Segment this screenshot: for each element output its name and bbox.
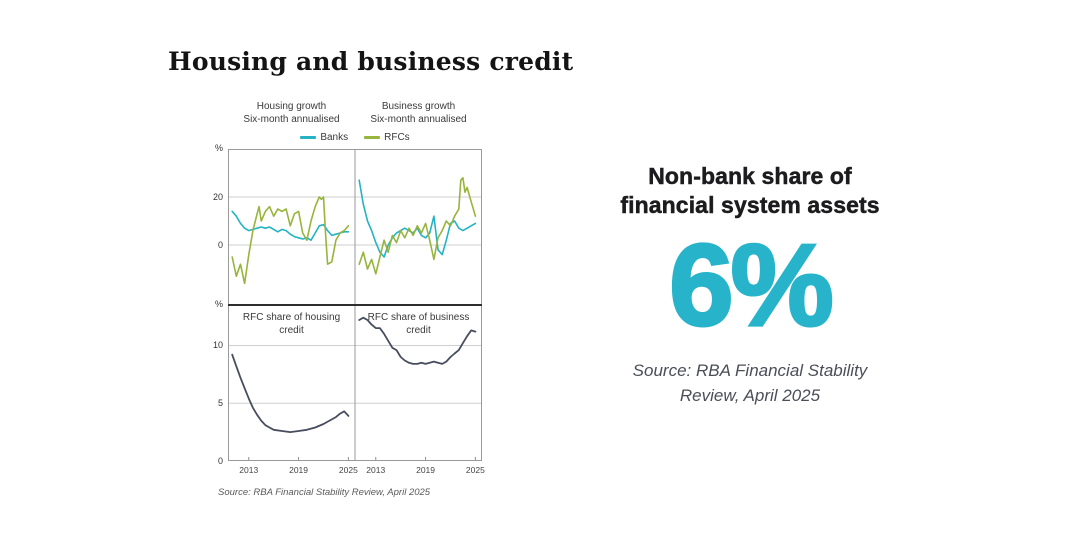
y-tick-label: 0 <box>217 240 223 250</box>
chart-legend: Banks RFCs <box>228 131 482 143</box>
x-tick-label: 2025 <box>338 465 358 475</box>
stat-heading: Non-bank share of financial system asset… <box>560 162 940 221</box>
panel-titles-row: Housing growth Six-month annualised Busi… <box>228 100 482 126</box>
rfcs-legend-label: RFCs <box>384 131 410 143</box>
x-tick-label: 2013 <box>239 465 259 475</box>
banks-legend-label: Banks <box>320 131 349 143</box>
y-axis-unit: % <box>214 143 223 153</box>
legend-item-banks: Banks <box>300 132 348 143</box>
panel-subtitle-text: Six-month annualised <box>243 114 340 125</box>
panel-title-rfc-housing-share: RFC share of housing credit <box>242 312 341 336</box>
y-tick-label: 0 <box>217 456 223 466</box>
series-line-banks <box>231 210 350 241</box>
chart-canvas <box>228 149 482 461</box>
stat-source-note: Source: RBA Financial Stability Review, … <box>560 359 940 408</box>
credit-chart-figure: Housing growth Six-month annualised Busi… <box>196 100 506 498</box>
y-tick-label: 20 <box>212 192 223 202</box>
x-tick-label: 2019 <box>416 465 436 475</box>
series-line-rfc-share <box>358 316 477 365</box>
page-title: Housing and business credit <box>168 47 574 76</box>
stat-heading-line2: financial system assets <box>620 192 880 219</box>
x-tick-label: 2019 <box>289 465 309 475</box>
stat-heading-line1: Non-bank share of <box>648 163 852 190</box>
stat-source-line1: Source: RBA Financial Stability <box>632 360 868 380</box>
panel-title-business-growth: Business growth Six-month annualised <box>355 100 482 126</box>
y-tick-label: 5 <box>217 398 223 409</box>
stat-source-line2: Review, April 2025 <box>679 385 821 405</box>
panel-title-rfc-business-share: RFC share of business credit <box>367 312 470 336</box>
banks-line-swatch <box>300 135 317 139</box>
panel-title-housing-growth: Housing growth Six-month annualised <box>228 100 355 126</box>
stat-value: 6% <box>668 219 836 350</box>
series-line-rfcs <box>358 176 477 275</box>
legend-item-rfcs: RFCs <box>364 132 410 143</box>
series-line-rfc-share <box>231 353 350 434</box>
series-line-rfcs <box>231 196 350 285</box>
x-tick-label: 2025 <box>465 465 485 475</box>
panel-title-text: Housing growth <box>256 101 327 112</box>
rfcs-line-swatch <box>364 135 381 139</box>
panel-subtitle-text: Six-month annualised <box>370 114 467 125</box>
panel-title-text: Business growth <box>381 101 456 112</box>
series-line-banks <box>358 179 477 258</box>
chart-plot-area: RFC share of housing credit RFC share of… <box>213 143 485 475</box>
stat-block: Non-bank share of financial system asset… <box>560 162 940 408</box>
y-tick-label: 10 <box>212 340 223 351</box>
y-axis-unit: % <box>214 299 223 309</box>
x-tick-label: 2013 <box>366 465 386 475</box>
figure-source-note: Source: RBA Financial Stability Review, … <box>218 487 431 498</box>
